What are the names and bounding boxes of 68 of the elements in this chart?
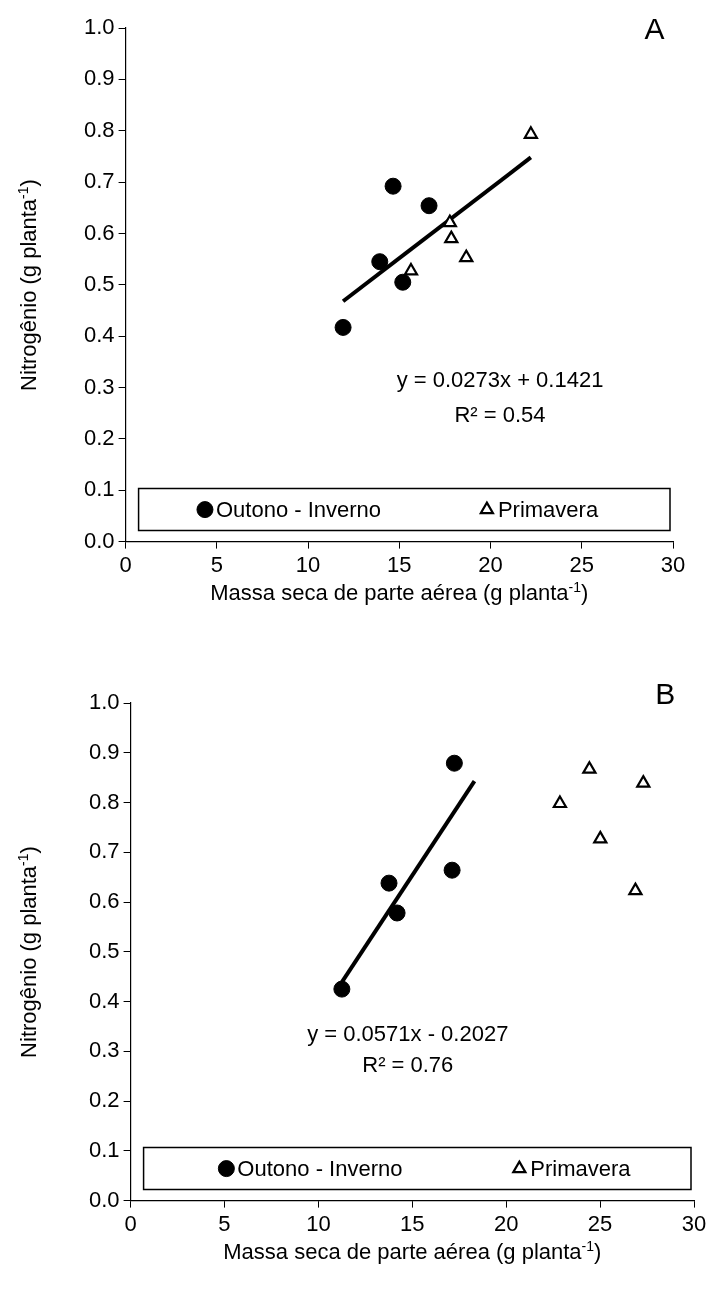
point	[371, 253, 389, 271]
y-tick-label: 0.9	[88, 738, 120, 764]
annotation: y = 0.0571x - 0.2027	[307, 1020, 509, 1046]
point	[628, 882, 643, 896]
y-tick-label: 0.9	[83, 65, 115, 91]
y-tick-label: 0.5	[83, 270, 115, 296]
point	[444, 230, 459, 244]
point	[380, 874, 398, 892]
y-tick-label: 0.4	[83, 322, 115, 348]
x-tick-label: 25	[569, 551, 595, 577]
y-tick-label: 1.0	[88, 689, 120, 715]
point	[523, 126, 539, 139]
point	[420, 197, 438, 215]
y-tick-label: 0.8	[88, 788, 120, 814]
point	[582, 761, 597, 774]
point	[333, 980, 351, 998]
x-tick-label: 0	[124, 1210, 137, 1236]
annotation: B	[655, 677, 676, 711]
point	[384, 177, 402, 195]
annotation: A	[644, 12, 665, 46]
y-tick-label: 0.2	[83, 424, 115, 450]
annotation: R² = 0.76	[362, 1051, 454, 1077]
y-tick-label: 0.3	[83, 373, 115, 399]
point	[403, 262, 419, 276]
x-axis-title: Massa seca de parte aérea (g planta$^{-1}$)	[210, 578, 589, 605]
y-tick-label: 0.0	[88, 1186, 120, 1212]
point	[636, 775, 651, 788]
x-tick-label: 5	[218, 1210, 231, 1236]
y-tick-label: 0.0	[83, 527, 115, 553]
point	[443, 861, 461, 879]
y-tick-label: 0.2	[88, 1087, 120, 1113]
legend-label: Primavera	[530, 1155, 632, 1181]
annotation: y = 0.0273x + 0.1421	[396, 367, 604, 393]
point	[442, 214, 457, 228]
point	[445, 754, 463, 772]
point	[459, 249, 474, 263]
x-tick-label: 30	[681, 1210, 707, 1236]
y-tick-label: 0.3	[88, 1037, 120, 1063]
annotation: R² = 0.54	[454, 401, 546, 427]
point	[388, 904, 406, 922]
x-tick-label: 20	[478, 551, 503, 577]
legend-label: Outono - Inverno	[215, 496, 382, 522]
x-tick-label: 20	[493, 1210, 519, 1236]
x-tick-label: 5	[210, 551, 223, 577]
y-tick-label: 0.5	[88, 937, 120, 963]
x-tick-label: 10	[295, 551, 321, 577]
x-tick-label: 25	[587, 1210, 613, 1236]
y-tick-label: 0.4	[88, 987, 120, 1013]
legend-label: Primavera	[497, 496, 599, 522]
y-tick-label: 0.7	[88, 838, 120, 864]
y-tick-label: 0.7	[83, 168, 115, 194]
point	[552, 795, 568, 809]
x-tick-label: 10	[306, 1210, 331, 1236]
y-tick-label: 0.6	[88, 888, 120, 914]
point	[593, 830, 608, 844]
point	[394, 273, 412, 291]
y-tick-label: 0.1	[83, 476, 115, 502]
x-tick-label: 30	[660, 551, 686, 577]
x-tick-label: 15	[387, 551, 412, 577]
point	[334, 318, 352, 336]
y-tick-label: 0.6	[83, 219, 115, 245]
y-tick-label: 1.0	[83, 14, 115, 40]
x-tick-label: 15	[400, 1210, 425, 1236]
y-tick-label: 0.1	[88, 1136, 120, 1162]
y-tick-label: 0.8	[83, 116, 115, 142]
x-tick-label: 0	[119, 551, 132, 577]
x-axis-title: Massa seca de parte aérea (g planta$^{-1}$)	[223, 1237, 602, 1264]
legend-label: Outono - Inverno	[237, 1155, 403, 1181]
